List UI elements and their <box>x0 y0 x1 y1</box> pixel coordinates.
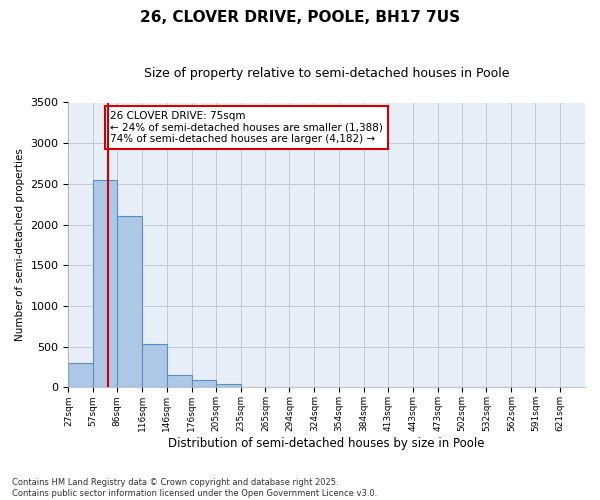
Text: 26, CLOVER DRIVE, POOLE, BH17 7US: 26, CLOVER DRIVE, POOLE, BH17 7US <box>140 10 460 25</box>
Bar <box>68 363 93 388</box>
X-axis label: Distribution of semi-detached houses by size in Poole: Distribution of semi-detached houses by … <box>169 437 485 450</box>
Bar <box>117 216 142 388</box>
Title: Size of property relative to semi-detached houses in Poole: Size of property relative to semi-detach… <box>144 68 509 80</box>
Text: 26 CLOVER DRIVE: 75sqm
← 24% of semi-detached houses are smaller (1,388)
74% of : 26 CLOVER DRIVE: 75sqm ← 24% of semi-det… <box>110 111 383 144</box>
Bar <box>192 380 216 388</box>
Bar <box>142 344 167 388</box>
Y-axis label: Number of semi-detached properties: Number of semi-detached properties <box>15 148 25 342</box>
Bar <box>216 384 241 388</box>
Bar <box>167 375 192 388</box>
Bar <box>93 180 117 388</box>
Text: Contains HM Land Registry data © Crown copyright and database right 2025.
Contai: Contains HM Land Registry data © Crown c… <box>12 478 377 498</box>
